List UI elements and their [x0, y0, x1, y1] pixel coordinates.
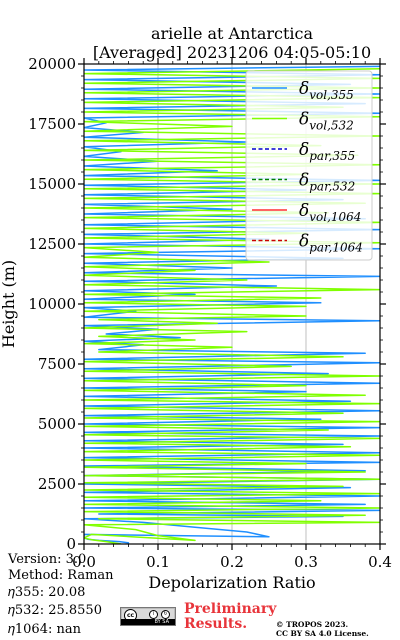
legend-entry: δpar,355	[299, 140, 355, 163]
preliminary-line-1: Preliminary	[184, 601, 277, 617]
cc-label: BY SA	[121, 619, 175, 625]
eta355-text: 𝜂355: 20.08	[8, 585, 86, 600]
y-tick-label: 15000	[28, 175, 76, 193]
legend: δvol,355 δvol,532 δpar,355 δpar,532 δvol,106…	[245, 70, 373, 261]
x-axis-label: Depolarization Ratio	[148, 573, 315, 592]
y-tick-label: 10000	[28, 295, 76, 313]
legend-entry: δvol,355	[299, 79, 354, 102]
x-tick-label: 0.0	[72, 553, 96, 571]
y-tick-label: 2500	[38, 475, 76, 493]
sa-icon: ↻	[161, 610, 170, 619]
y-tick-label: 0	[66, 535, 76, 553]
x-tick-label: 0.1	[146, 553, 170, 571]
version-text: Version: 3.0	[8, 552, 87, 567]
chart-subtitle: [Averaged] 20231206 04:05-05:10	[92, 43, 372, 62]
eta1064-text: 𝜂1064: nan	[8, 622, 81, 637]
copyright-note: © TROPOS 2023. CC BY SA 4.0 License.	[276, 620, 369, 638]
y-tick-label: 17500	[28, 115, 76, 133]
method-text: Method: Raman	[8, 568, 114, 583]
series-line-1	[84, 68, 380, 544]
series-group	[84, 65, 380, 544]
y-tick-label: 7500	[38, 355, 76, 373]
preliminary-line-2: Results.	[184, 616, 248, 632]
cc-license-logo: cc i ↻ BY SA	[120, 607, 176, 626]
copyright-line-2: CC BY SA 4.0 License.	[276, 629, 369, 638]
y-axis-label: Height (m)	[0, 260, 18, 348]
x-tick-label: 0.4	[368, 553, 392, 571]
legend-entry: δvol,1064	[299, 201, 361, 224]
y-tick-label: 12500	[28, 235, 76, 253]
x-tick-label: 0.2	[220, 553, 244, 571]
legend-entry: δvol,532	[299, 110, 354, 133]
x-tick-label: 0.3	[294, 553, 318, 571]
eta532-text: 𝜂532: 25.8550	[8, 603, 102, 618]
y-tick-label: 20000	[28, 55, 76, 73]
axis-ticks: 0.0 0.1 0.2 0.3 0.4 0 2500 5000 7500 10000 12500 15…	[28, 55, 392, 571]
chart-title: arielle at Antarctica	[150, 24, 314, 43]
y-tick-label: 5000	[38, 415, 76, 433]
legend-entry: δpar,532	[299, 171, 355, 194]
legend-entry: δpar,1064	[299, 232, 363, 255]
copyright-line-1: © TROPOS 2023.	[276, 620, 349, 629]
by-icon: i	[149, 610, 158, 619]
preliminary-note: Preliminary Results.	[184, 602, 276, 632]
